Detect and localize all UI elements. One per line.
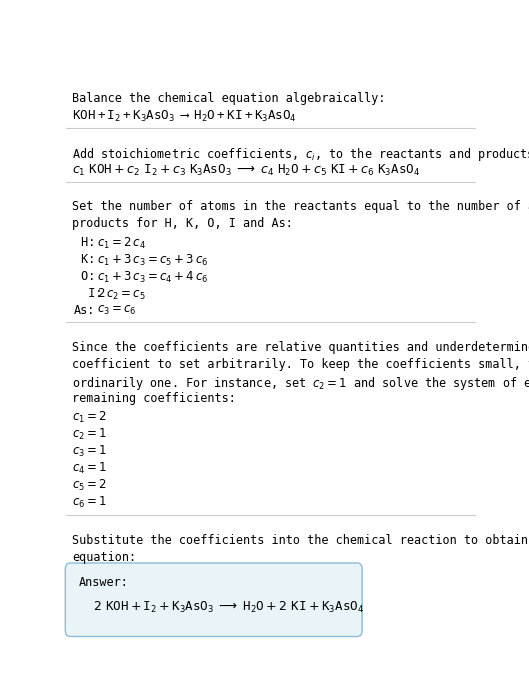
- Text: $c_3 = c_6$: $c_3 = c_6$: [97, 304, 136, 317]
- Text: Balance the chemical equation algebraically:: Balance the chemical equation algebraica…: [72, 92, 386, 105]
- Text: $c_1 + 3\,c_3 = c_5 + 3\,c_6$: $c_1 + 3\,c_3 = c_5 + 3\,c_6$: [97, 253, 208, 268]
- Text: Add stoichiometric coefficients, $c_i$, to the reactants and products:: Add stoichiometric coefficients, $c_i$, …: [72, 146, 529, 163]
- Text: equation:: equation:: [72, 551, 136, 564]
- Text: $c_6 = 1$: $c_6 = 1$: [72, 495, 107, 510]
- Text: Answer:: Answer:: [78, 576, 129, 589]
- Text: As:: As:: [74, 304, 95, 317]
- Text: products for H, K, O, I and As:: products for H, K, O, I and As:: [72, 217, 293, 230]
- Text: $c_2 = 1$: $c_2 = 1$: [72, 427, 107, 442]
- FancyBboxPatch shape: [65, 563, 362, 636]
- Text: $c_5 = 2$: $c_5 = 2$: [72, 478, 107, 493]
- Text: $c_1\ \mathtt{KOH} + c_2\ \mathtt{I_2} + c_3\ \mathtt{K_3AsO_3}\;\longrightarrow: $c_1\ \mathtt{KOH} + c_2\ \mathtt{I_2} +…: [72, 163, 421, 178]
- Text: $2\ \mathtt{KOH} + \mathtt{I_2} + \mathtt{K_3AsO_3}\;\longrightarrow\; \mathtt{H: $2\ \mathtt{KOH} + \mathtt{I_2} + \matht…: [93, 600, 364, 615]
- Text: ordinarily one. For instance, set $c_2 = 1$ and solve the system of equations fo: ordinarily one. For instance, set $c_2 =…: [72, 374, 529, 392]
- Text: Substitute the coefficients into the chemical reaction to obtain the balanced: Substitute the coefficients into the che…: [72, 534, 529, 547]
- Text: $c_1 = 2$: $c_1 = 2$: [72, 410, 107, 425]
- Text: coefficient to set arbitrarily. To keep the coefficients small, the arbitrary va: coefficient to set arbitrarily. To keep …: [72, 358, 529, 371]
- Text: K:: K:: [74, 253, 95, 266]
- Text: $c_3 = 1$: $c_3 = 1$: [72, 444, 107, 459]
- Text: $\mathtt{KOH + I_2 + K_3AsO_3 \;\longrightarrow\; H_2O + KI + K_3AsO_4}$: $\mathtt{KOH + I_2 + K_3AsO_3 \;\longrig…: [72, 109, 297, 124]
- Text: H:: H:: [74, 236, 95, 249]
- Text: $2\,c_2 = c_5$: $2\,c_2 = c_5$: [97, 286, 145, 302]
- Text: $c_4 = 1$: $c_4 = 1$: [72, 461, 107, 476]
- Text: Since the coefficients are relative quantities and underdetermined, choose a: Since the coefficients are relative quan…: [72, 341, 529, 354]
- Text: O:: O:: [74, 270, 95, 283]
- Text: remaining coefficients:: remaining coefficients:: [72, 392, 236, 405]
- Text: Set the number of atoms in the reactants equal to the number of atoms in the: Set the number of atoms in the reactants…: [72, 201, 529, 213]
- Text: I:: I:: [74, 286, 102, 300]
- Text: $c_1 + 3\,c_3 = c_4 + 4\,c_6$: $c_1 + 3\,c_3 = c_4 + 4\,c_6$: [97, 270, 208, 285]
- Text: $c_1 = 2\,c_4$: $c_1 = 2\,c_4$: [97, 236, 146, 251]
